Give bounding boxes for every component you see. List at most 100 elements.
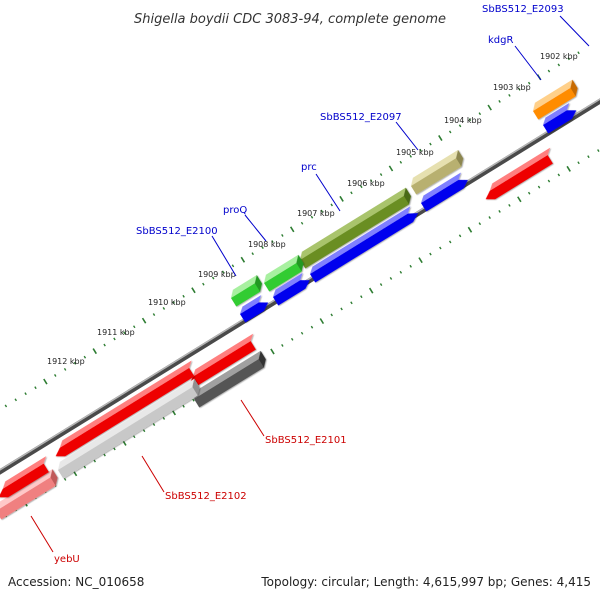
kbp-label-1912: 1912 kbp bbox=[47, 357, 85, 366]
cds-arrow-sbbs512-e2100[interactable] bbox=[237, 294, 270, 323]
reverse-strand-genes bbox=[0, 147, 558, 520]
cds-arrow-sbbs512-e2102[interactable] bbox=[50, 360, 199, 461]
leader-proq bbox=[244, 214, 267, 242]
feature-labels: SbBS512_E2093 kdgR SbBS512_E2097 prc pro… bbox=[54, 4, 564, 565]
ruler-tick-major bbox=[141, 317, 147, 324]
ruler-ticks-upper bbox=[4, 51, 580, 408]
ruler-tick-minor bbox=[281, 343, 284, 347]
ruler-tick-minor bbox=[162, 417, 166, 420]
label-kdgr[interactable]: kdgR bbox=[488, 35, 513, 46]
ruler-tick-minor bbox=[4, 404, 8, 408]
ruler-tick-major bbox=[418, 257, 423, 264]
cds-arrow-prc[interactable] bbox=[307, 205, 420, 283]
ruler-tick-minor bbox=[310, 325, 314, 329]
label-leader-lines bbox=[30, 15, 590, 553]
gene-block-sbbs512-e2101[interactable] bbox=[191, 350, 269, 408]
ruler-tick-minor bbox=[182, 404, 185, 408]
leader-kdgr bbox=[514, 45, 542, 81]
forward-strand-genes bbox=[228, 79, 581, 307]
ruler-tick-minor bbox=[379, 173, 383, 176]
kbp-label-1907: 1907 kbp bbox=[297, 209, 335, 218]
ruler-tick-minor bbox=[429, 252, 432, 256]
ruler-tick-major bbox=[438, 135, 443, 141]
ruler-tick-minor bbox=[399, 160, 403, 164]
leader-sbbs512-e2100 bbox=[211, 235, 237, 277]
gene-block-sbbs512-e2100[interactable] bbox=[228, 275, 265, 307]
label-prc[interactable]: prc bbox=[301, 162, 317, 173]
ruler-tick-major bbox=[388, 165, 394, 172]
ruler-tick-minor bbox=[34, 386, 37, 390]
ruler-tick-minor bbox=[152, 423, 156, 427]
ruler-labels: 1902 kbp 1903 kbp 1904 kbp 1905 kbp 1906… bbox=[47, 52, 578, 366]
kbp-label-1909: 1909 kbp bbox=[198, 270, 236, 279]
gene-block-sbbs512-e2097[interactable] bbox=[408, 149, 467, 195]
accession-text: Accession: NC_010658 bbox=[8, 575, 144, 589]
cds-arrow-sbbs512-e2093[interactable] bbox=[540, 102, 579, 134]
ruler-tick-minor bbox=[221, 270, 225, 274]
ruler-tick-major bbox=[517, 196, 522, 203]
label-proq[interactable]: proQ bbox=[223, 205, 247, 216]
ruler-tick-minor bbox=[527, 191, 531, 195]
gene-block-prc[interactable] bbox=[297, 187, 414, 269]
cds-arrow-reverse-top-right[interactable] bbox=[480, 147, 558, 204]
ruler-tick-minor bbox=[488, 216, 491, 219]
ruler-tick-minor bbox=[419, 148, 422, 152]
ruler-tick-major bbox=[43, 378, 48, 385]
ruler-tick-minor bbox=[498, 210, 501, 213]
ruler-tick-minor bbox=[350, 301, 353, 305]
gene-block-yebu[interactable] bbox=[0, 469, 61, 520]
ruler-tick-minor bbox=[132, 435, 136, 439]
ruler-tick-major bbox=[92, 348, 97, 355]
ruler-tick-minor bbox=[83, 465, 87, 469]
map-title: Shigella boydii CDC 3083-94, complete ge… bbox=[134, 12, 446, 27]
ruler-tick-minor bbox=[577, 51, 580, 55]
ruler-tick-minor bbox=[448, 240, 452, 244]
gene-block-sbbs512-e2102[interactable] bbox=[55, 378, 203, 479]
cds-arrow-proq[interactable] bbox=[270, 272, 312, 306]
ruler-tick-minor bbox=[350, 191, 353, 195]
ruler-tick-minor bbox=[458, 234, 462, 238]
gene-block-proq[interactable] bbox=[261, 254, 307, 292]
ruler-tick-minor bbox=[587, 155, 590, 159]
ruler-tick-minor bbox=[172, 300, 175, 304]
label-sbbs512-e2097[interactable]: SbBS512_E2097 bbox=[320, 112, 402, 123]
ruler-tick-minor bbox=[478, 222, 482, 226]
cds-arrow-sbbs512-e2097[interactable] bbox=[418, 171, 470, 212]
ruler-tick-minor bbox=[202, 282, 205, 286]
kbp-label-1908: 1908 kbp bbox=[248, 240, 286, 249]
ruler-tick-minor bbox=[567, 57, 570, 61]
ruler-tick-minor bbox=[389, 277, 393, 280]
ruler-tick-minor bbox=[300, 331, 304, 335]
ruler-tick-minor bbox=[557, 63, 561, 67]
ruler-tick-minor bbox=[231, 264, 235, 268]
ruler-tick-minor bbox=[192, 398, 195, 402]
label-sbbs512-e2102[interactable]: SbBS512_E2102 bbox=[165, 491, 247, 502]
ruler-tick-major bbox=[368, 287, 374, 294]
cds-arrow-yebu[interactable] bbox=[0, 456, 54, 501]
ruler-tick-minor bbox=[508, 93, 511, 97]
ruler-tick-minor bbox=[113, 337, 116, 341]
kbp-label-1903: 1903 kbp bbox=[493, 83, 531, 92]
gene-block-sbbs512-e2093[interactable] bbox=[530, 79, 581, 120]
label-sbbs512-e2101[interactable]: SbBS512_E2101 bbox=[265, 435, 347, 446]
ruler-tick-minor bbox=[300, 221, 304, 225]
ruler-tick-major bbox=[191, 287, 196, 294]
kbp-label-1910: 1910 kbp bbox=[148, 298, 186, 307]
ruler-tick-minor bbox=[330, 203, 333, 207]
label-sbbs512-e2093[interactable]: SbBS512_E2093 bbox=[482, 4, 564, 15]
ruler-tick-minor bbox=[290, 337, 294, 341]
label-yebu[interactable]: yebU bbox=[54, 554, 80, 565]
cds-arrow-sbbs512-e2101[interactable] bbox=[183, 333, 261, 390]
ruler-tick-minor bbox=[409, 154, 412, 158]
ruler-tick-minor bbox=[468, 118, 472, 122]
genome-summary-text: Topology: circular; Length: 4,615,997 bp… bbox=[260, 575, 591, 589]
ruler-tick-minor bbox=[103, 343, 106, 347]
ruler-tick-minor bbox=[103, 453, 106, 457]
kbp-label-1905: 1905 kbp bbox=[396, 148, 434, 157]
label-sbbs512-e2100[interactable]: SbBS512_E2100 bbox=[136, 226, 218, 237]
ruler-tick-minor bbox=[93, 459, 96, 463]
ruler-tick-minor bbox=[73, 361, 77, 365]
ruler-ticks-lower bbox=[4, 149, 600, 518]
ruler-tick-minor bbox=[508, 203, 511, 207]
ruler-tick-minor bbox=[577, 161, 580, 165]
